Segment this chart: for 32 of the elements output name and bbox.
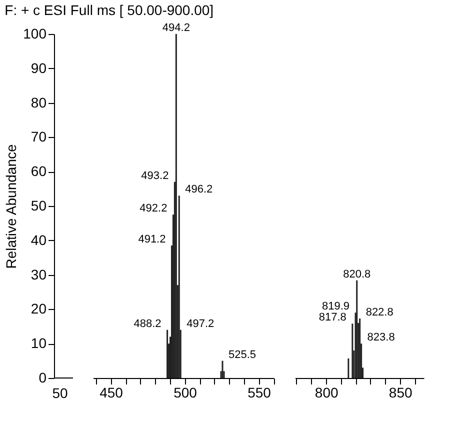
annotation: 496.2 — [185, 184, 213, 196]
y-tick-label: 100 — [23, 26, 47, 42]
x-tick-label: 850 — [388, 384, 412, 400]
y-tick-label: 60 — [30, 163, 47, 180]
annotation: 493.2 — [141, 170, 169, 182]
annotation: 492.2 — [140, 202, 168, 215]
x-tick-label: 550 — [248, 384, 272, 400]
x-tick-label: 800 — [314, 384, 338, 400]
annotation: 819.9 — [322, 300, 350, 313]
y-tick-label: 10 — [30, 335, 47, 352]
x-tick-label: 450 — [100, 384, 124, 400]
annotation: 488.2 — [134, 318, 162, 330]
text: 50 — [52, 385, 68, 401]
y-tick-label: 0 — [38, 370, 47, 386]
y-tick-label: 30 — [30, 266, 47, 282]
annotation: 823.8 — [367, 332, 395, 344]
annotation: 494.2 — [162, 22, 190, 34]
annotation: 820.8 — [343, 268, 371, 280]
y-axis-title: Relative Abundance — [3, 144, 20, 269]
y-tick-label: 50 — [30, 198, 47, 214]
annotation: 525.5 — [228, 348, 256, 361]
annotation: 822.8 — [366, 306, 394, 318]
annotation: 497.2 — [186, 318, 214, 330]
y-tick-label: 90 — [30, 60, 47, 76]
y-tick-label: 40 — [30, 232, 47, 248]
annotation: 491.2 — [138, 234, 166, 246]
chart-title: F: + c ESI Full ms [ 50.00-900.00] — [4, 2, 214, 18]
x-tick-label: 500 — [174, 384, 198, 400]
y-tick-label: 20 — [30, 300, 47, 317]
y-tick-label: 70 — [30, 128, 47, 145]
annotation: 817.8 — [318, 312, 346, 324]
y-tick-label: 80 — [30, 94, 47, 110]
